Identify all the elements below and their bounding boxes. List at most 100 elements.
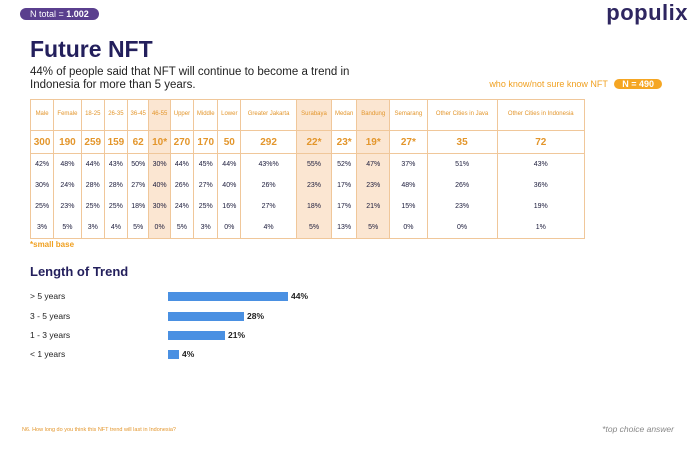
table-row-cell: 30% — [148, 153, 171, 175]
table-header-row-cell: 18-25 — [81, 99, 105, 131]
table-row-cell: 0% — [389, 217, 428, 239]
table-n-row-cell: 62 — [127, 130, 150, 154]
table-header-row-cell: Surabaya — [296, 99, 332, 131]
table-row-cell: 5% — [127, 217, 150, 239]
table-row-cell: 23% — [427, 196, 498, 217]
table-row-cell: 28% — [81, 175, 105, 196]
n-total-label: N total = — [30, 9, 67, 19]
table-row-cell: 30% — [30, 175, 55, 196]
table-row-cell: 5% — [53, 217, 82, 239]
table-header-row: Male Female 18-25 26-35 36-45 46-55 Upper Middl… — [30, 99, 585, 131]
bar-value-label: 21% — [228, 330, 246, 340]
table-header-row-cell: Other Cities in Indonesia — [507, 111, 574, 118]
table-row-cell: 21% — [356, 196, 391, 217]
table-row-cell: 27% — [240, 196, 298, 217]
bar — [168, 350, 179, 359]
top-choice-note: *top choice answer — [602, 424, 674, 434]
table-row-cell: 44% — [81, 153, 105, 175]
table-row-cell: 44% — [170, 153, 194, 175]
table-n-row-cell: 270 — [170, 130, 194, 154]
table-header-row-cell: Semarang — [389, 99, 428, 131]
n-total-badge: N total = 1.002 — [20, 8, 99, 20]
table-header-row-cell: 26-35 — [104, 99, 128, 131]
table-row-cell: 30% — [148, 196, 171, 217]
table-row-cell: 4% — [240, 217, 298, 239]
table-row-cell: 18% — [127, 196, 150, 217]
table-row-cell: 4% — [104, 217, 128, 239]
table-header-row-cell: Female — [53, 99, 82, 131]
table-n-row-cell: 190 — [53, 130, 82, 154]
bar-category-label: < 1 years — [30, 349, 66, 359]
table-row-cell: 23% — [296, 175, 332, 196]
bar-value-label: 4% — [182, 349, 195, 359]
table-row-cell: 24% — [170, 196, 194, 217]
bar-value-label: 44% — [291, 291, 309, 301]
table-n-row-cell: 23* — [331, 130, 358, 154]
table-row-cell: 0% — [148, 217, 171, 239]
table-row-cell: 3% — [30, 217, 55, 239]
bar — [168, 292, 288, 301]
table-row-cell: 15% — [389, 196, 428, 217]
table-row-cell: 25% — [104, 196, 128, 217]
table-row-cell: 13% — [331, 217, 358, 239]
table-header-row-cell: 46-55 — [148, 99, 171, 131]
table-row-cell: 18% — [296, 196, 332, 217]
table-n-row: 300 190 259 159 62 10* 270 170 50 292 22* 23* 19* 27*… — [30, 130, 585, 154]
table-row-cell: 26% — [427, 175, 498, 196]
table-header-row-cell: 36-45 — [127, 99, 150, 131]
table-row-cell: 43% — [104, 153, 128, 175]
bar-value-label: 28% — [247, 311, 265, 321]
table-row-cell: 3% — [81, 217, 105, 239]
table-row-cell: 28% — [104, 175, 128, 196]
table-row-cell: 17% — [331, 196, 358, 217]
table-row-cell: 51% — [427, 153, 498, 175]
table-row-cell: 44% — [217, 153, 242, 175]
table-row-cell: 23% — [53, 196, 82, 217]
table-n-row-cell: 35 — [427, 130, 498, 154]
table-row-cell: 55% — [296, 153, 332, 175]
n-total-value: 1.002 — [66, 9, 89, 19]
table-row-cell: 1% — [535, 224, 546, 231]
table-row-cell: 27% — [127, 175, 150, 196]
table-row-cell: 52% — [331, 153, 358, 175]
table-n-row-cell: 10* — [148, 130, 171, 154]
base-note: who know/not sure know NFT N = 490 — [489, 79, 662, 89]
table-row-cell: 42% — [30, 153, 55, 175]
base-note-label: who know/not sure know NFT — [489, 79, 608, 89]
table-n-row-cell: 259 — [81, 130, 105, 154]
table-row-cell: 48% — [389, 175, 428, 196]
footnote: N6. How long do you think this NFT trend… — [22, 427, 176, 433]
bar-category-label: 1 - 3 years — [30, 330, 71, 340]
table-row-cell: 40% — [217, 175, 242, 196]
table-row-cell: 17% — [331, 175, 358, 196]
table-row-cell: 5% — [356, 217, 391, 239]
table-row: 3% 5% 3% 4% 5% 0% 5% 3% 0% 4% 5% 13% 5% 0% 0% 1% — [30, 217, 585, 239]
table-row-cell: 3% — [193, 217, 219, 239]
table-row: 30% 24% 28% 28% 27% 40% 26% 27% 40% 26% 23% 17% 23% 4… — [30, 175, 585, 196]
table-header-row-cell: Other Cities in Java — [427, 99, 498, 131]
table-n-row-cell: 22* — [296, 130, 332, 154]
table-header-row-cell: Upper — [170, 99, 194, 131]
n-badge: N = 490 — [614, 79, 662, 89]
table-header-row-cell: Lower — [217, 99, 242, 131]
bar — [168, 312, 244, 321]
table-header-row-cell: Middle — [193, 99, 219, 131]
table-row-cell: 19% — [533, 203, 548, 210]
table-row-cell: 27% — [193, 175, 219, 196]
table-header-row-cell: Male — [30, 99, 55, 131]
table-n-row-cell: 50 — [217, 130, 242, 154]
table-header-row-cell: Greater Jakarta — [240, 99, 298, 131]
table-row-cell: 5% — [296, 217, 332, 239]
table-row-cell: 25% — [81, 196, 105, 217]
table-n-row-cell: 170 — [193, 130, 219, 154]
table-row-cell: 26% — [240, 175, 298, 196]
table-row-cell: 50% — [127, 153, 150, 175]
table-row-cell: 40% — [148, 175, 171, 196]
table-row-cell: 45% — [193, 153, 219, 175]
bar-category-label: > 5 years — [30, 291, 66, 301]
table-header-row-cell: Bandung — [356, 99, 391, 131]
table-row: 25% 23% 25% 25% 18% 30% 24% 25% 16% 27% 18% 17% 21% 1… — [30, 196, 585, 217]
table-row-cell: 5% — [170, 217, 194, 239]
table-row-cell: 43%% — [240, 153, 298, 175]
table-row-cell: 26% — [170, 175, 194, 196]
